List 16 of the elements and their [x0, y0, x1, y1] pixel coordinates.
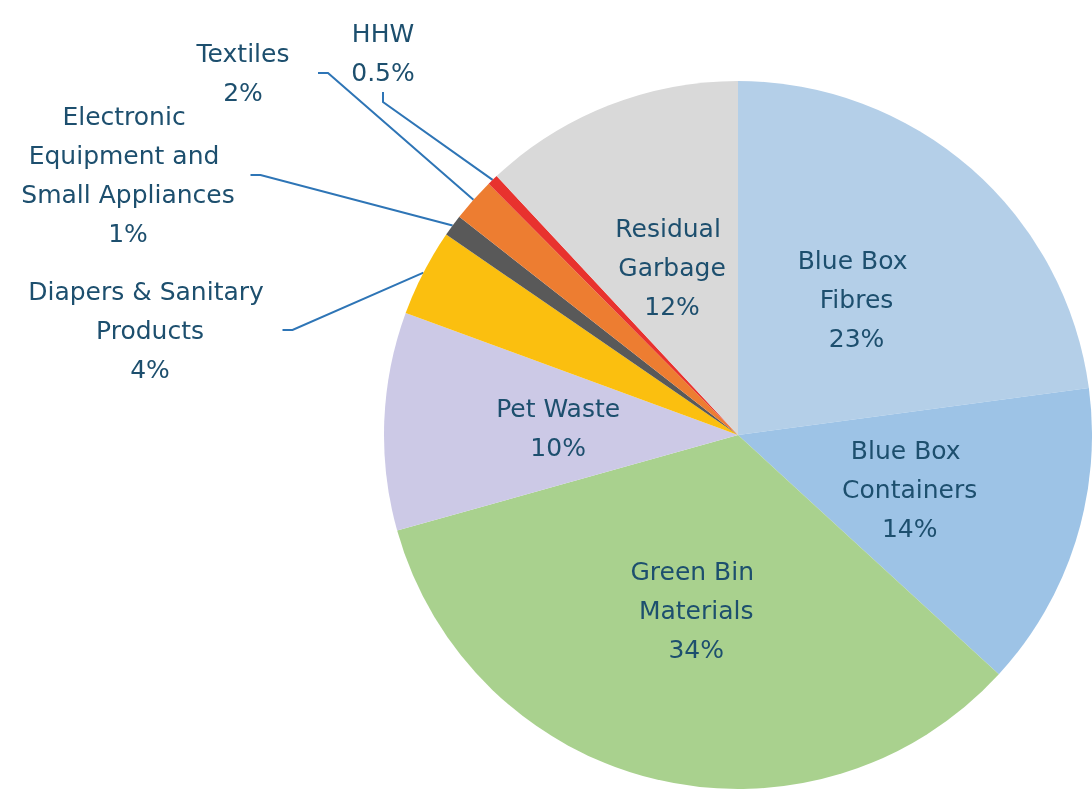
data-label: 0.5%	[351, 58, 415, 87]
slice-label: HHW	[351, 19, 415, 48]
data-label: 14%	[881, 513, 938, 543]
slice-label: Blue Box Containers	[842, 435, 978, 504]
slice-label: Blue Box Fibres	[797, 246, 916, 315]
data-label: 10%	[530, 432, 586, 462]
slice-label: Diapers & Sanitary Products	[28, 276, 272, 345]
data-label: 12%	[644, 292, 700, 322]
data-label: 23%	[828, 324, 885, 354]
slice-label: Residual Garbage	[615, 214, 729, 283]
data-label: 4%	[130, 354, 170, 384]
data-label: 1%	[108, 219, 148, 248]
slice-label: Textiles	[195, 39, 290, 68]
data-label: 34%	[668, 634, 724, 664]
slice-label: Pet Waste	[496, 393, 621, 423]
slice-label: Green Bin Materials	[630, 556, 762, 625]
